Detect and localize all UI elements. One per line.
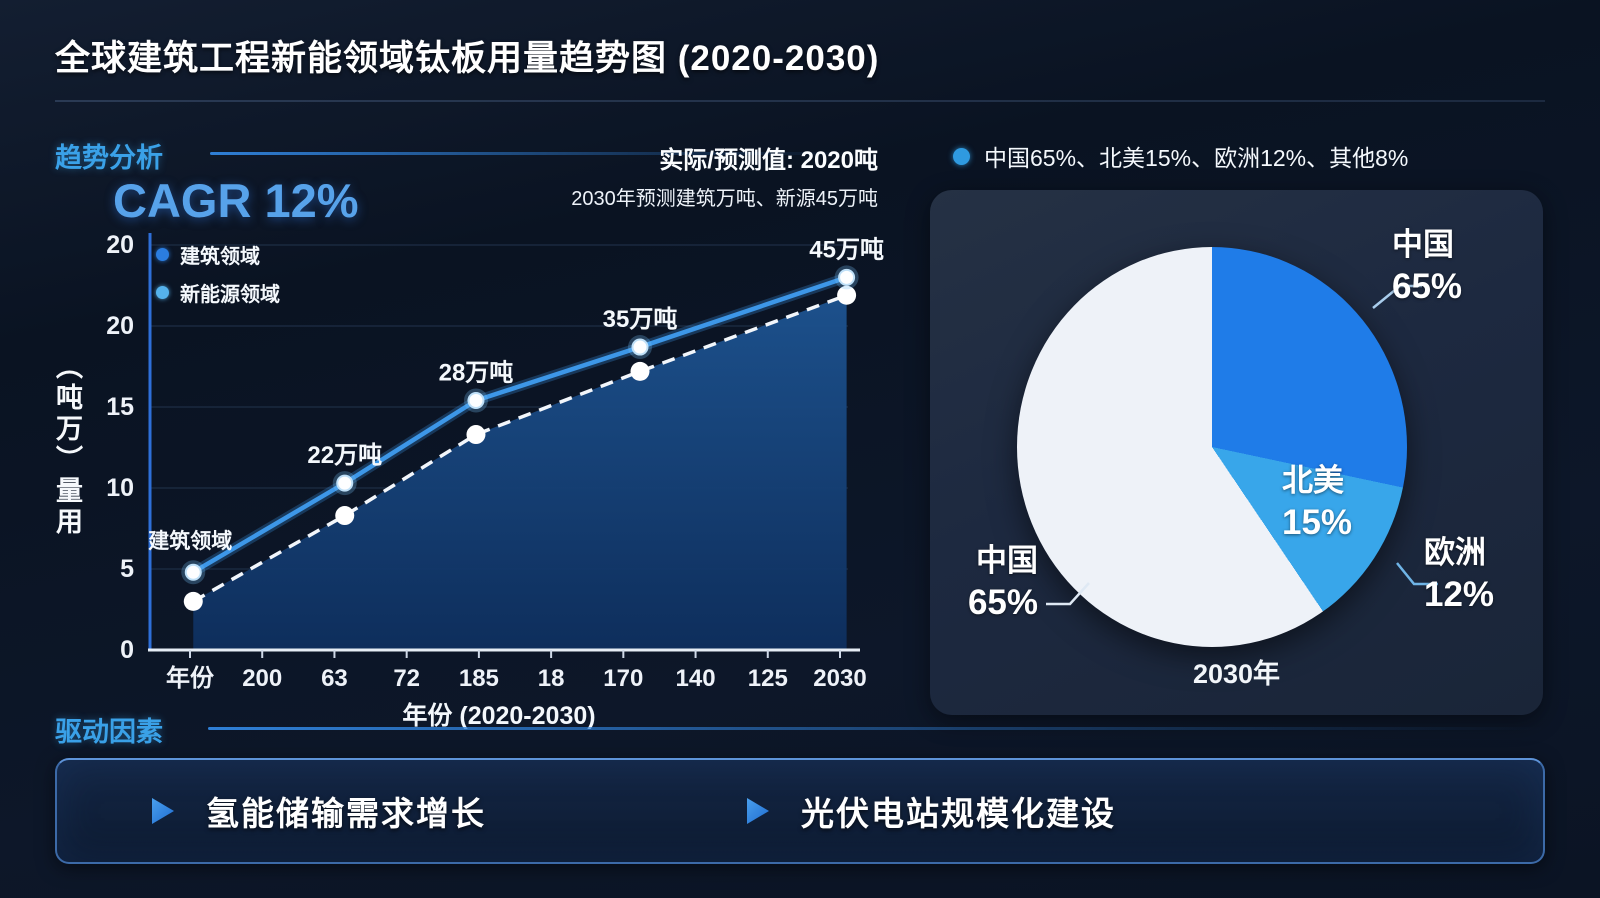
solid-point xyxy=(838,268,856,286)
point-label: 建筑领域 xyxy=(148,529,232,553)
point-label: 28万吨 xyxy=(439,360,514,387)
legend-dot-icon xyxy=(953,147,970,165)
pie-callout-lines xyxy=(1046,284,1438,606)
play-arrow-icon xyxy=(747,798,769,824)
line-series-dashed xyxy=(192,293,848,603)
page-title: 全球建筑工程新能领域钛板用量趋势图 (2020-2030) xyxy=(55,39,880,78)
legend-item-new-energy: 新能源领域 xyxy=(156,278,280,307)
title-divider xyxy=(55,100,1545,102)
area-fill xyxy=(193,295,847,650)
driver-label: 氢能储输需求增长 xyxy=(206,795,486,832)
pie-label-value: 65% xyxy=(1392,266,1463,306)
drivers-header-line xyxy=(208,727,1545,730)
pie-label-name: 中国 xyxy=(1392,227,1454,262)
y-axis-title: （吨万）量用 xyxy=(52,352,82,538)
point-label: 35万吨 xyxy=(603,306,678,333)
pie-label-value: 15% xyxy=(1282,502,1353,542)
solid-point xyxy=(336,474,354,492)
x-axis-title: 年份 (2020-2030) xyxy=(402,701,595,730)
solid-point xyxy=(467,392,485,410)
point-label: 22万吨 xyxy=(307,442,382,469)
dashed-point xyxy=(335,506,355,526)
pie-label-europe: 欧洲 12% xyxy=(1424,534,1494,617)
x-tick-label: 72 xyxy=(393,665,420,692)
legend-label: 新能源领域 xyxy=(180,284,280,306)
drivers-panel: 氢能储输需求增长 光伏电站规模化建设 xyxy=(55,758,1545,864)
point-label: 45万吨 xyxy=(809,236,884,263)
line-series-solid xyxy=(191,275,849,575)
solid-point xyxy=(184,563,202,581)
pie-label-name: 北美 xyxy=(1282,463,1344,498)
pie-label-value: 12% xyxy=(1424,574,1495,614)
trend-section-header: 趋势分析 xyxy=(55,143,163,173)
driver-item-solar: 光伏电站规模化建设 xyxy=(747,760,1116,862)
y-tick-label: 15 xyxy=(106,393,134,421)
play-arrow-icon xyxy=(152,798,174,824)
pie-label-value: 65% xyxy=(967,582,1038,622)
trend-header-line xyxy=(210,152,865,155)
x-tick-label: 年份 xyxy=(166,664,215,692)
pie-label-north-america: 北美 15% xyxy=(1282,462,1352,545)
cagr-value: CAGR 12% xyxy=(113,174,359,227)
y-tick-label: 10 xyxy=(106,474,134,502)
pie-label-name: 欧洲 xyxy=(1424,535,1486,570)
pie-caption-year: 2030年 xyxy=(1192,659,1281,689)
pie-legend-text: 中国65%、北美15%、欧洲12%、其他8% xyxy=(984,145,1409,171)
x-tick-label: 170 xyxy=(603,665,643,692)
x-tick-label: 185 xyxy=(459,665,499,692)
legend-dot-icon xyxy=(156,248,169,261)
x-tick-label: 2030 xyxy=(813,665,866,692)
solid-point xyxy=(631,338,649,356)
y-tick-label: 20 xyxy=(106,312,134,340)
pie-label-china-bottom: 中国 65% xyxy=(968,542,1038,625)
forecast-2030-label: 2030年预测建筑万吨、新源45万吨 xyxy=(571,188,878,210)
x-tick-label: 125 xyxy=(748,665,788,692)
pie-legend: 中国65%、北美15%、欧洲12%、其他8% xyxy=(953,139,1408,173)
pie-label-china-top: 中国 65% xyxy=(1392,226,1462,309)
y-tick-label: 0 xyxy=(120,636,134,664)
driver-item-hydrogen: 氢能储输需求增长 xyxy=(152,760,486,862)
x-tick-label: 140 xyxy=(676,665,716,692)
pie-chart xyxy=(1017,247,1407,647)
trend-chart-legend: 建筑领域 新能源领域 xyxy=(156,240,280,307)
pie-panel: 中国 65% 北美 15% 欧洲 12% 中国 65% 2030年 xyxy=(930,190,1543,715)
x-tick-label: 200 xyxy=(242,665,282,692)
legend-dot-icon xyxy=(156,286,169,299)
y-tick-label: 5 xyxy=(120,555,134,583)
x-tick-label: 63 xyxy=(321,665,348,692)
actual-forecast-label: 实际/预测值: 2020吨 xyxy=(659,147,878,174)
dashed-point xyxy=(466,425,486,445)
y-tick-label: 20 xyxy=(106,231,134,259)
drivers-section-header: 驱动因素 xyxy=(55,717,163,747)
dashed-point xyxy=(630,361,650,381)
x-tick-label: 18 xyxy=(538,665,565,692)
dashed-point xyxy=(837,285,857,305)
dashed-point xyxy=(183,591,203,611)
legend-item-construction: 建筑领域 xyxy=(156,240,280,269)
driver-label: 光伏电站规模化建设 xyxy=(801,795,1116,832)
legend-label: 建筑领域 xyxy=(180,246,260,268)
pie-label-name: 中国 xyxy=(976,543,1038,578)
